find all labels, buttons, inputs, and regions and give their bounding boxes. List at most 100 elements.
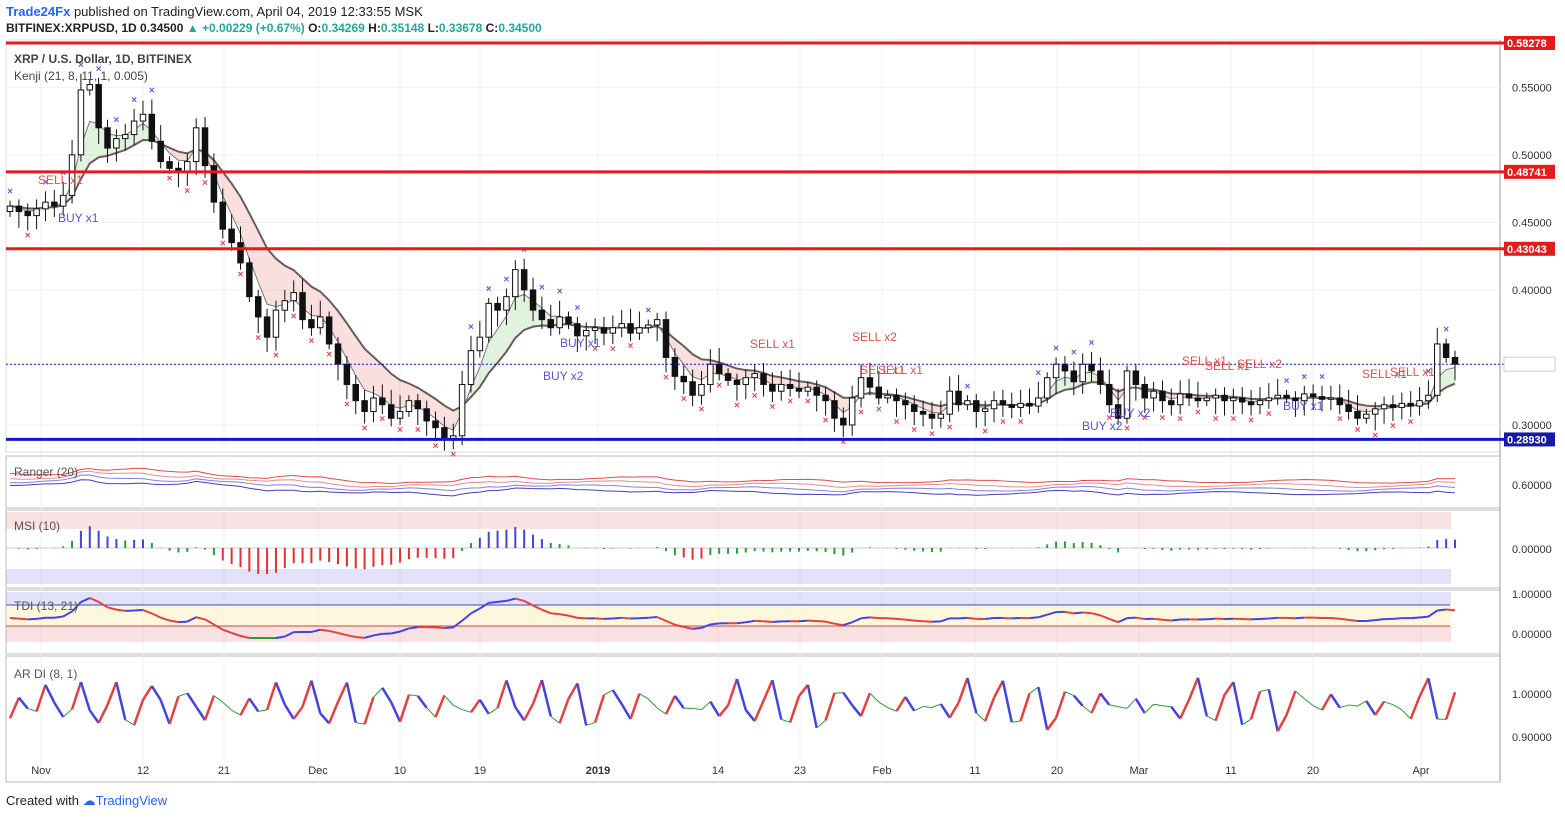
low-value: 0.33678 — [438, 21, 483, 35]
candle-body — [1132, 370, 1140, 385]
ardi-line-segment — [79, 681, 91, 711]
ardi-line-segment — [1339, 704, 1349, 709]
signal-cross-marker: × — [1390, 421, 1396, 432]
tdi-mid-zone — [6, 605, 1451, 626]
signal-cross-marker: × — [96, 64, 102, 75]
signal-cross-marker: × — [504, 275, 510, 286]
ardi-line-segment — [496, 680, 508, 709]
x-tick-label: 11 — [969, 765, 980, 777]
ardi-line-segment — [656, 707, 667, 715]
signal-cross-marker: × — [1195, 407, 1201, 418]
ardi-line-segment — [301, 680, 313, 708]
x-tick-label: 19 — [474, 765, 486, 777]
ardi-line-segment — [97, 704, 109, 724]
tdi-line-segment — [399, 627, 410, 633]
ardi-line-segment — [27, 708, 37, 712]
candle-body — [529, 289, 537, 311]
candle-body — [42, 201, 49, 210]
indicator-legend: Kenji (21, 8, 11, 1, 0.005) — [14, 69, 148, 83]
x-tick-label: 20 — [1051, 765, 1063, 777]
signal-cross-marker: × — [291, 312, 297, 323]
x-tick-label: Dec — [308, 765, 328, 777]
ardi-line-segment — [1118, 706, 1128, 709]
ardi-line-segment — [292, 705, 304, 720]
current-price-tag — [1503, 356, 1556, 372]
candle-body — [636, 327, 643, 334]
level-price-tag — [1504, 432, 1555, 447]
candle-body — [272, 309, 280, 338]
candle-body — [707, 363, 714, 385]
candle-body — [840, 417, 847, 426]
tdi-line-segment — [470, 607, 481, 615]
candle-body — [441, 427, 448, 439]
trade-signal-label: SELL x1 — [860, 363, 905, 377]
level-price-label: 0.28930 — [1507, 434, 1547, 446]
candle-body — [813, 386, 820, 396]
ardi-line-segment — [887, 707, 897, 712]
msi-lower-zone — [6, 569, 1451, 584]
x-tick-label: Feb — [873, 765, 892, 777]
candle-body — [1247, 401, 1255, 406]
trade-signal-label: SELL x1 — [1390, 365, 1435, 379]
tdi-line-segment — [231, 631, 241, 637]
candle-body — [778, 383, 785, 392]
tradingview-brand[interactable]: TradingView — [95, 793, 168, 808]
tdi-line-segment — [1375, 618, 1385, 622]
kenji-cloud-segment — [683, 346, 693, 377]
kenji-cloud-segment — [373, 356, 383, 398]
signal-cross-marker: × — [645, 306, 651, 317]
ardi-line-segment — [35, 684, 47, 712]
kenji-cloud-segment — [435, 398, 445, 427]
candle-body — [370, 397, 377, 412]
candle-body — [804, 386, 812, 392]
tdi-line-segment — [390, 630, 401, 635]
ardi-line-segment — [514, 706, 526, 722]
ardi-line-segment — [426, 707, 436, 718]
candle-body — [645, 324, 652, 329]
ardi-line-segment — [1090, 692, 1102, 714]
ardi-line-segment — [966, 677, 978, 714]
tdi-line-segment — [186, 616, 197, 623]
tdi-line-segment — [923, 620, 933, 623]
ardi-line-segment — [540, 679, 552, 717]
ardi-line-segment — [44, 684, 56, 704]
candle-body — [1407, 402, 1414, 407]
candle-body — [1371, 408, 1379, 415]
tdi-line-segment — [107, 606, 117, 611]
ardi-line-segment — [1276, 714, 1288, 732]
ardi-line-segment — [1064, 691, 1075, 697]
tdi-line-segment — [178, 620, 188, 624]
kenji-cloud-segment — [736, 368, 746, 380]
candle-body — [379, 397, 386, 406]
ardi-line-segment — [1144, 703, 1154, 714]
signal-cross-marker: × — [787, 397, 793, 408]
publisher-name[interactable]: Trade24Fx — [6, 4, 71, 19]
created-with-text: Created with — [6, 793, 79, 808]
signal-cross-marker: × — [911, 425, 917, 436]
candle-body — [476, 336, 484, 352]
signal-cross-marker: × — [557, 287, 563, 298]
tdi-line-segment — [1038, 613, 1048, 619]
ardi-line-segment — [345, 682, 357, 723]
signal-cross-marker: × — [60, 168, 66, 179]
x-tick-label: 2019 — [586, 765, 610, 777]
signal-cross-marker: × — [1089, 338, 1095, 349]
ardi-line-segment — [258, 709, 268, 712]
candle-body — [1434, 343, 1441, 396]
signal-cross-marker: × — [805, 397, 811, 408]
tdi-line-segment — [328, 629, 339, 634]
candle-body — [281, 300, 289, 311]
ardi-line-segment — [336, 681, 349, 703]
tdi-line-segment — [1419, 615, 1429, 619]
candle-body — [396, 410, 404, 419]
kenji-cloud-segment — [275, 258, 285, 307]
signal-cross-marker: × — [681, 394, 687, 405]
tdi-line-segment — [116, 608, 126, 612]
tdi-line-segment — [1348, 618, 1358, 623]
ardi-line-segment — [124, 719, 135, 726]
tdi-line-segment — [1295, 616, 1305, 620]
ranger-band-line — [9, 470, 1456, 489]
published-text: published on TradingView.com, April 04, … — [73, 4, 423, 19]
tradingview-logo-icon[interactable]: ☁ — [82, 793, 96, 808]
tdi-line-segment — [701, 623, 711, 629]
